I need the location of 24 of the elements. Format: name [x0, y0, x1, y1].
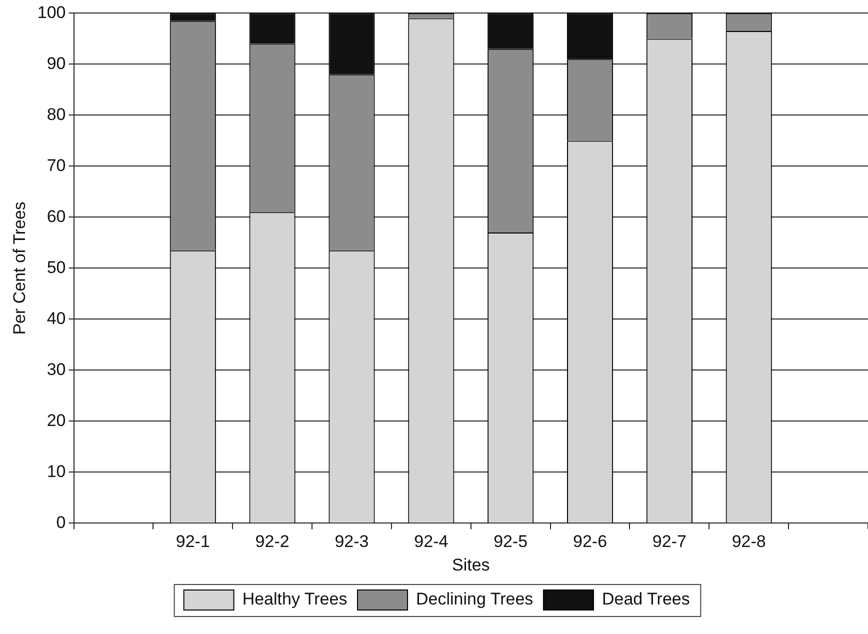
y-tick-label: 100 [37, 2, 66, 22]
y-tick-label: 80 [46, 104, 66, 124]
y-tick-label: 20 [46, 410, 66, 430]
y-tick-label: 50 [46, 258, 66, 277]
y-tick-label: 10 [46, 462, 66, 481]
x-tick-label: 92-6 [573, 532, 608, 552]
x-tick-label: 92-2 [255, 532, 290, 552]
legend-label: Dead Trees [602, 590, 690, 609]
y-tick-label: 30 [46, 360, 66, 379]
x-tick-label: 92-3 [334, 532, 369, 552]
x-tick-label: 92-5 [494, 532, 528, 552]
y-tick-label: 90 [46, 54, 66, 73]
legend-label: Healthy Trees [242, 590, 348, 609]
y-tick-label: 60 [46, 206, 66, 226]
y-tick-label: 70 [46, 156, 66, 175]
y-axis-title: Per Cent of Trees [10, 202, 29, 335]
x-tick-label: 92-4 [414, 532, 448, 552]
x-tick-label: 92-8 [732, 532, 766, 552]
y-tick-label: 40 [46, 308, 66, 328]
legend-label: Declining Trees [416, 590, 534, 609]
y-tick-label: 0 [56, 512, 66, 532]
x-axis-title: Sites [452, 555, 490, 574]
x-tick-label: 92-7 [652, 532, 686, 552]
x-tick-label: 92-1 [176, 532, 210, 552]
